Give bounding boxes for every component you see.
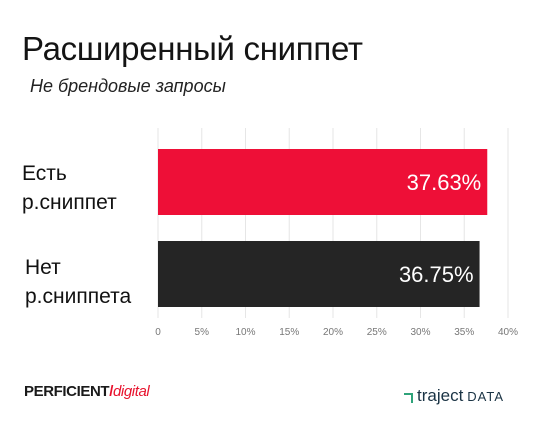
logo-perficient-text: PERFICIENT <box>24 383 110 400</box>
category-label-1: Нет р.сниппета <box>25 253 131 311</box>
category-label-0-line-1: Есть <box>22 162 67 185</box>
traject-mark-icon <box>404 390 414 403</box>
logo-digital-text: digital <box>112 383 150 400</box>
data-label-0: 37.63% <box>407 170 482 195</box>
chart-subtitle: Не брендовые запросы <box>30 76 226 96</box>
x-tick-label-0: 0 <box>155 327 161 338</box>
bar-0 <box>158 149 488 215</box>
data-label-1: 36.75% <box>399 262 474 287</box>
x-tick-label-1: 5% <box>195 327 210 338</box>
category-label-0-line-2: р.сниппет <box>22 191 117 214</box>
perficient-digital-logo: PERFICIENT/digital <box>24 383 150 400</box>
x-tick-label-5: 25% <box>367 327 387 338</box>
x-tick-label-4: 20% <box>323 327 343 338</box>
x-tick-label-8: 40% <box>498 327 518 338</box>
x-tick-label-3: 15% <box>279 327 299 338</box>
x-tick-label-7: 35% <box>454 327 474 338</box>
category-label-1-line-2: р.сниппета <box>25 285 132 308</box>
traject-data-logo: traject DATA <box>404 386 504 406</box>
chart-title: Расширенный сниппет <box>22 30 363 67</box>
logo-traject-text: traject <box>417 386 464 405</box>
category-label-1-line-1: Нет <box>25 256 61 279</box>
category-label-0: Есть р.сниппет <box>22 159 117 217</box>
x-tick-label-2: 10% <box>235 327 255 338</box>
logo-slash: / <box>109 383 113 400</box>
bar-1 <box>158 241 480 307</box>
x-tick-label-6: 30% <box>410 327 430 338</box>
logo-data-text: DATA <box>467 388 505 404</box>
